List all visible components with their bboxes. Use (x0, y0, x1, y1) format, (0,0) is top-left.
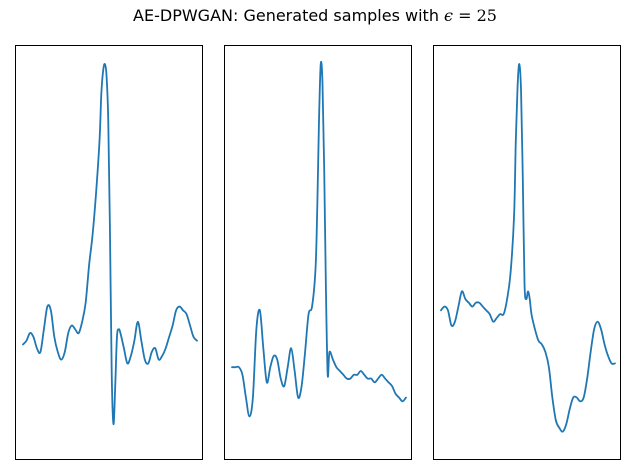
epsilon-expression: = 25 (453, 6, 497, 25)
signal-line-2 (231, 60, 407, 418)
sample-plot-1 (22, 63, 198, 425)
epsilon-symbol: ϵ (444, 6, 454, 25)
figure-title: AE-DPWGAN: Generated samples with ϵ = 25 (0, 6, 630, 25)
signal-line-3 (440, 63, 616, 433)
signal-line-1 (22, 63, 198, 425)
sample-plot-3 (440, 63, 616, 433)
figure-title-prefix: AE-DPWGAN: Generated samples with (133, 6, 445, 25)
sample-panel-1 (15, 45, 203, 460)
sample-panel-3 (433, 45, 621, 460)
sample-panel-2 (224, 45, 412, 460)
sample-plot-2 (231, 60, 407, 418)
